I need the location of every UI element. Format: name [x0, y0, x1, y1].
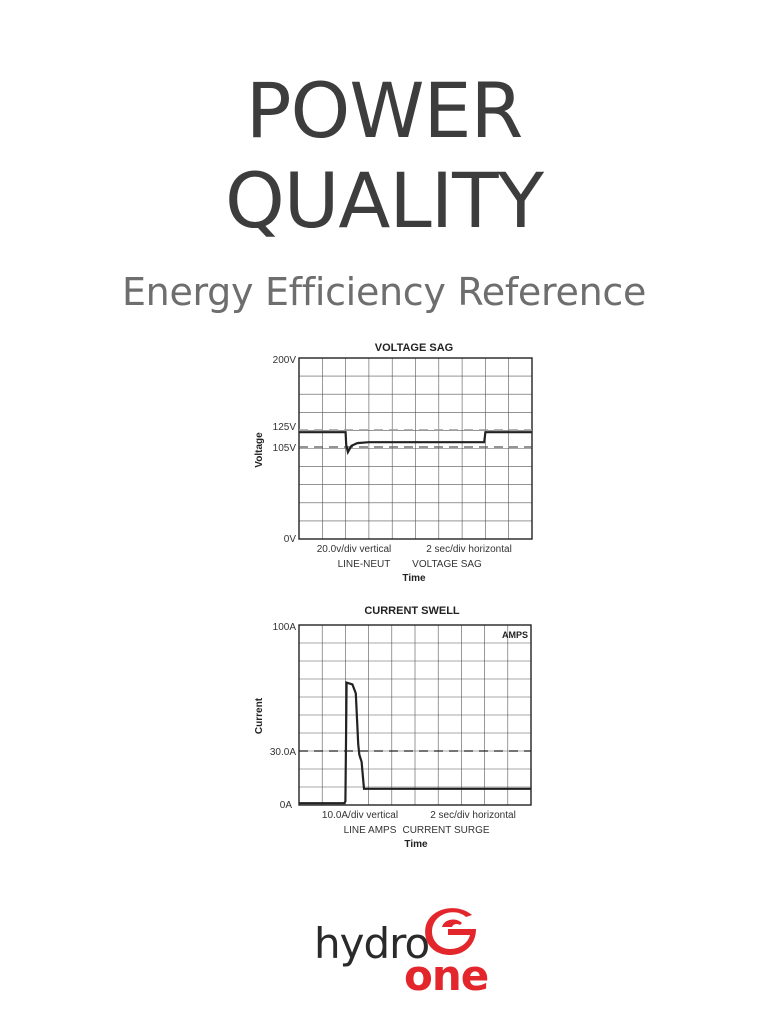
current-y-axis-label: Current — [254, 697, 265, 734]
current-tick-100: 100A — [273, 622, 297, 633]
voltage-y-axis-label: Voltage — [254, 432, 265, 468]
voltage-footer-event: VOLTAGE SAG — [412, 559, 482, 570]
current-footer-channel: LINE AMPS — [344, 825, 397, 836]
voltage-tick-105: 105V — [273, 443, 297, 454]
voltage-x-axis-label: Time — [402, 573, 426, 584]
logo-swirl-icon — [425, 908, 476, 955]
current-tick-30: 30.0A — [270, 747, 296, 758]
current-footer-event: CURRENT SURGE — [402, 825, 489, 836]
voltage-footer-vertical: 20.0v/div vertical — [317, 544, 391, 555]
voltage-tick-0: 0V — [284, 534, 297, 545]
voltage-footer-horizontal: 2 sec/div horizontal — [426, 544, 512, 555]
page-title-line-1: POWER — [245, 66, 524, 155]
current-swell-chart: CURRENT SWELL AMPS 100A 30.0A 0A Current… — [254, 605, 532, 850]
current-tick-0: 0A — [280, 800, 293, 811]
current-trace — [299, 681, 531, 805]
hydro-one-logo: hydro one — [314, 905, 494, 1001]
voltage-sag-chart: VOLTAGE SAG 200V 125V 105V 0V Voltage 20… — [254, 342, 533, 584]
current-corner-label: AMPS — [502, 630, 528, 640]
current-grid — [299, 625, 531, 805]
page-title-line-2: QUALITY — [224, 156, 544, 245]
current-plot-frame — [298, 624, 532, 806]
page-subtitle: Energy Efficiency Reference — [121, 270, 647, 314]
voltage-grid — [299, 358, 532, 539]
logo-word-hydro: hydro — [314, 919, 430, 968]
current-footer-horizontal: 2 sec/div horizontal — [430, 810, 516, 821]
current-x-axis-label: Time — [404, 839, 428, 850]
voltage-tick-200: 200V — [273, 355, 297, 366]
voltage-footer-channel: LINE-NEUT — [338, 559, 391, 570]
voltage-plot-frame — [298, 357, 533, 540]
current-chart-title: CURRENT SWELL — [364, 605, 460, 617]
voltage-tick-125: 125V — [273, 422, 297, 433]
logo-word-one: one — [404, 951, 489, 1000]
voltage-trace — [299, 431, 532, 456]
voltage-chart-title: VOLTAGE SAG — [375, 342, 453, 354]
current-footer-vertical: 10.0A/div vertical — [322, 810, 398, 821]
